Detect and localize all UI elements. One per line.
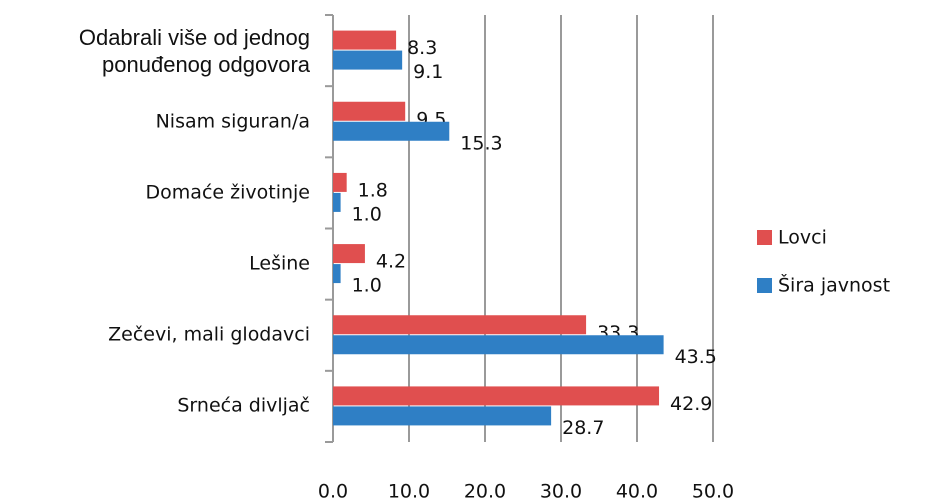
bar <box>333 264 341 284</box>
bar <box>333 50 403 70</box>
x-tick-label: 50.0 <box>692 481 734 500</box>
value-label: 1.8 <box>358 179 388 201</box>
y-tick-label: Domaće životinje <box>145 181 310 204</box>
value-label: 8.3 <box>407 37 437 59</box>
bar <box>333 121 450 141</box>
bar <box>333 172 347 192</box>
bar <box>333 315 587 335</box>
value-label: 43.5 <box>675 346 717 368</box>
legend-swatch <box>757 230 772 245</box>
y-tick-label: Odabrali više od jednog ponuđenog odgovo… <box>78 24 310 77</box>
x-tick-label: 0.0 <box>318 481 348 500</box>
value-label: 9.1 <box>413 61 443 83</box>
bar <box>333 406 552 426</box>
y-tick-label: Srneća divljač <box>177 394 310 417</box>
x-tick-label: 40.0 <box>616 481 658 500</box>
value-label: 28.7 <box>562 417 604 439</box>
x-tick-label: 30.0 <box>540 481 582 500</box>
y-tick-label: Nisam siguran/a <box>155 110 310 133</box>
bar <box>333 192 341 212</box>
value-label: 1.0 <box>352 203 382 225</box>
y-tick-label: Lešine <box>249 252 310 275</box>
bar <box>333 386 660 406</box>
legend-label: Lovci <box>778 227 827 249</box>
x-tick-label: 20.0 <box>464 481 506 500</box>
y-tick-label: Zečevi, mali glodavci <box>108 323 310 346</box>
legend-swatch <box>757 278 772 293</box>
x-tick-label: 10.0 <box>388 481 430 500</box>
bar <box>333 30 397 50</box>
value-label: 1.0 <box>352 275 382 297</box>
bar <box>333 335 664 355</box>
bar <box>333 101 406 121</box>
legend-label: Šira javnost <box>778 273 890 297</box>
bar <box>333 244 365 264</box>
value-label: 4.2 <box>376 251 406 273</box>
value-label: 15.3 <box>460 132 502 154</box>
value-label: 42.9 <box>670 393 712 415</box>
